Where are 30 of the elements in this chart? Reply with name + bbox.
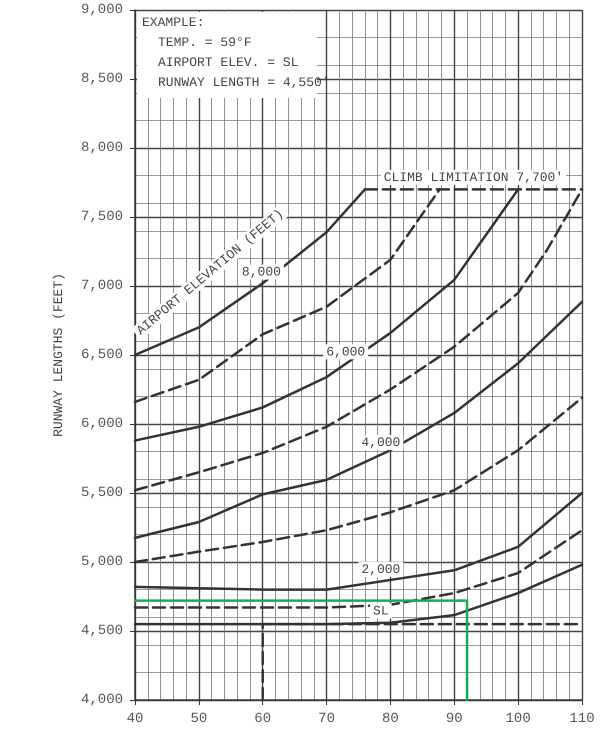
y-tick-label: 9,000 (80, 2, 123, 18)
annotation: AIRPORT ELEV. = SL (158, 55, 298, 70)
y-tick-label: 5,500 (80, 485, 123, 501)
x-tick-label: 60 (254, 711, 272, 727)
y-tick-label: 5,000 (80, 554, 123, 570)
y-tick-label: 6,000 (80, 416, 123, 432)
x-tick-label: 80 (382, 711, 399, 727)
x-tick-label: 50 (190, 711, 208, 727)
series-label: 4,000 (361, 435, 400, 450)
annotation: RUNWAY LENGTH = 4,550' (158, 75, 330, 90)
y-tick-label: 7,500 (80, 209, 123, 225)
y-tick-label: 4,000 (80, 692, 123, 708)
y-axis-title: RUNWAY LENGTHS (FEET) (51, 273, 66, 437)
y-tick-label: 4,500 (80, 623, 123, 639)
x-tick-label: 70 (318, 711, 335, 727)
y-tick-label: 6,500 (80, 347, 123, 363)
annotation: TEMP. = 59°F (158, 35, 252, 50)
x-tick-label: 100 (506, 711, 531, 727)
y-tick-label: 7,000 (80, 278, 123, 294)
x-tick-label: 90 (446, 711, 463, 727)
x-tick-label: 110 (569, 711, 595, 727)
series-label: 6,000 (326, 344, 366, 360)
series-label: SL (373, 603, 389, 618)
annotation: EXAMPLE: (142, 15, 204, 30)
x-tick-label: 40 (126, 711, 144, 727)
y-tick-label: 8,500 (80, 71, 123, 87)
series-label: 2,000 (361, 562, 400, 577)
series-label: 8,000 (242, 264, 281, 280)
series-label: CLIMB LIMITATION 7,700' (384, 170, 564, 185)
y-tick-label: 8,000 (80, 140, 123, 156)
